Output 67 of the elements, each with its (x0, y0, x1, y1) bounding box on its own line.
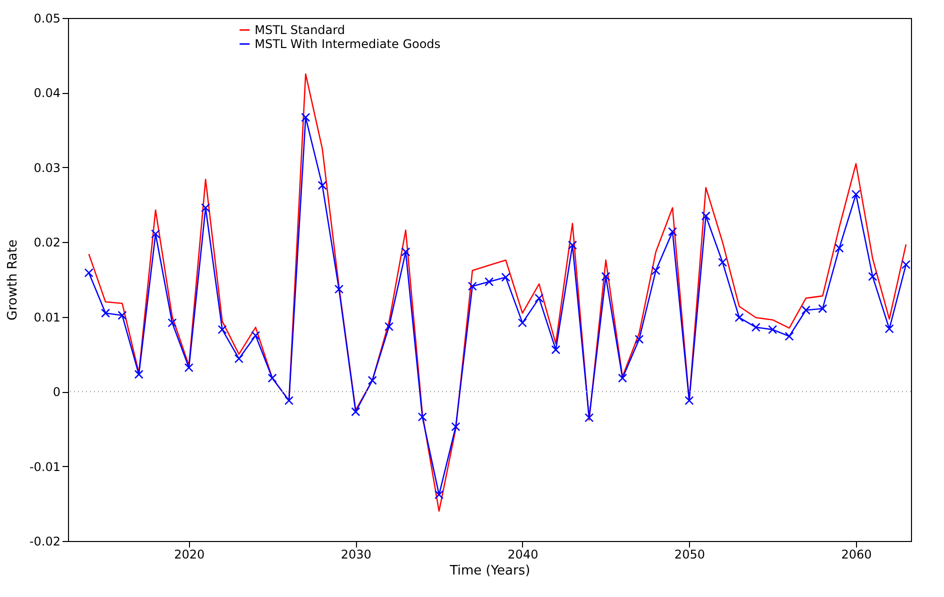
point (651, 266, 660, 276)
point (601, 272, 610, 282)
point (434, 490, 444, 500)
point (318, 180, 327, 190)
point (534, 294, 544, 303)
y-tick-label: -0.01 (29, 460, 60, 474)
point (618, 374, 628, 383)
point (118, 310, 127, 320)
point (151, 229, 160, 238)
x-tick-label: 2020 (174, 548, 205, 562)
point (284, 396, 294, 406)
point (334, 284, 344, 294)
point (368, 376, 377, 385)
point (84, 268, 94, 278)
x-tick-label: 2050 (674, 548, 705, 562)
point (201, 203, 210, 212)
point (551, 345, 560, 354)
legend-label: MSTL Standard (254, 23, 346, 37)
point (418, 412, 427, 422)
point (384, 322, 394, 332)
point (401, 247, 410, 256)
point (718, 258, 728, 267)
point (251, 331, 260, 340)
point (501, 272, 510, 282)
point (268, 374, 277, 383)
point (134, 370, 144, 379)
point (751, 322, 760, 332)
point (484, 277, 494, 286)
point (168, 318, 177, 328)
point (568, 240, 577, 250)
y-tick-label: 0.02 (34, 236, 60, 250)
point (768, 325, 778, 334)
point (701, 211, 710, 221)
point (351, 407, 360, 416)
point (101, 308, 110, 318)
point (301, 112, 310, 122)
point (668, 227, 678, 236)
point (518, 318, 527, 328)
point (468, 282, 477, 291)
x-tick-label: 2040 (508, 548, 538, 562)
point (801, 306, 810, 315)
point (184, 363, 194, 372)
point (634, 334, 644, 344)
point (218, 325, 227, 334)
point (584, 413, 594, 422)
x-tick-label: 2030 (340, 548, 372, 562)
point (851, 190, 860, 199)
point (818, 304, 828, 314)
y-tick-label: -0.02 (29, 534, 60, 548)
y-axis-title: Growth Rate (5, 240, 20, 320)
point (234, 354, 244, 364)
point (784, 332, 794, 341)
point (868, 272, 878, 282)
y-tick-label: 0 (52, 385, 60, 400)
point (884, 324, 894, 334)
y-tick-label: 0.04 (34, 86, 60, 100)
y-tick-label: 0.05 (34, 12, 60, 26)
point (834, 244, 844, 253)
point (901, 260, 911, 270)
x-axis-title: Time (Years) (448, 564, 530, 578)
x-tick-label: 2060 (841, 548, 872, 562)
y-tick-label: 0.03 (34, 160, 60, 175)
legend-label: MSTL With Intermediate Goods (254, 37, 441, 51)
point (684, 396, 694, 406)
y-tick-label: 0.01 (34, 310, 60, 324)
point (451, 422, 460, 432)
point (734, 313, 744, 322)
